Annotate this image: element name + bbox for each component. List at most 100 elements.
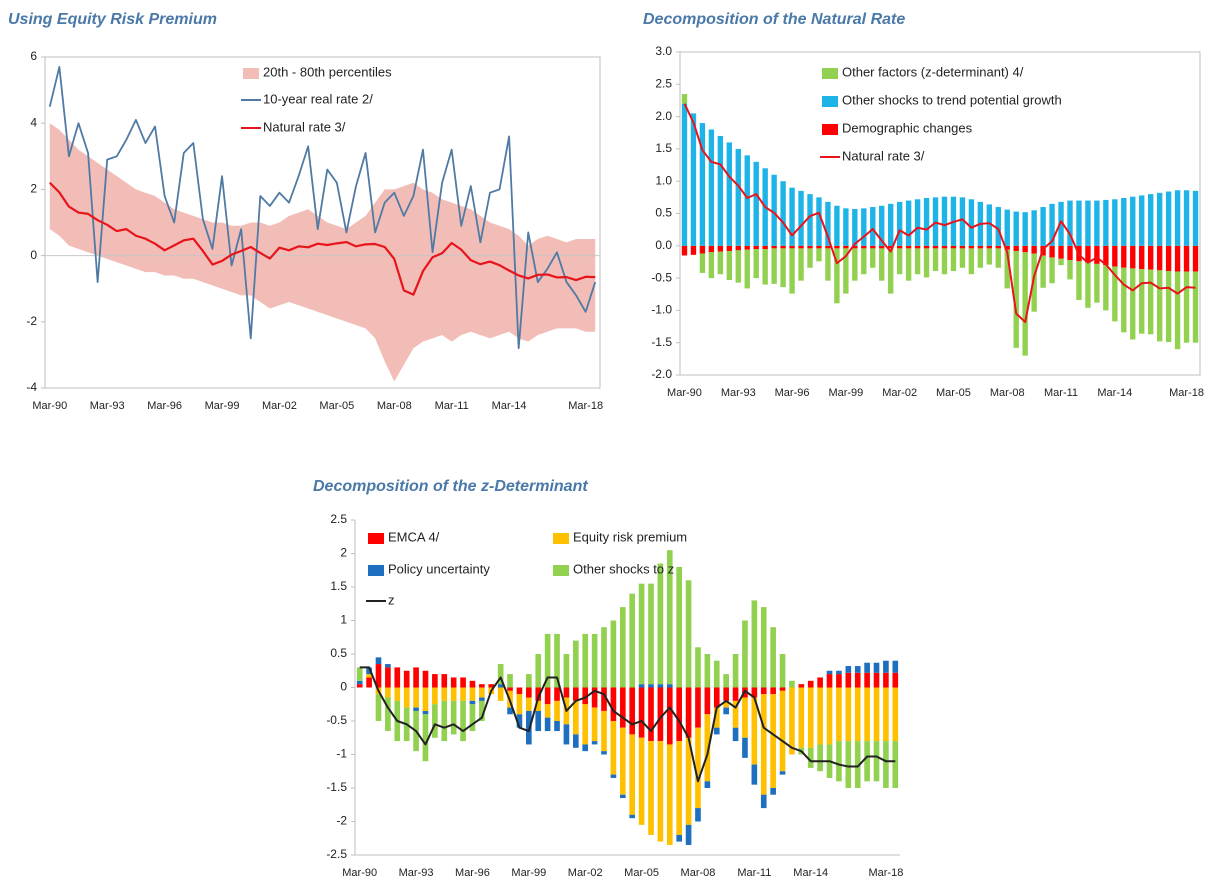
bar — [883, 741, 889, 788]
bar — [582, 704, 589, 745]
bar — [507, 674, 513, 688]
y-tick-label: -2.0 — [651, 367, 672, 381]
bar — [836, 674, 842, 688]
bar — [1031, 210, 1037, 246]
bar — [798, 245, 804, 249]
bar — [1004, 249, 1010, 289]
bar — [845, 672, 852, 688]
bar — [826, 687, 833, 745]
bar — [760, 607, 767, 688]
bar — [708, 245, 715, 253]
bar — [986, 204, 992, 246]
x-tick-label: Mar-08 — [377, 400, 412, 412]
legend-label: 20th - 80th percentiles — [263, 64, 392, 79]
bar — [760, 794, 767, 809]
bar — [413, 667, 419, 688]
x-tick-label: Mar-08 — [990, 387, 1025, 399]
bar — [1058, 201, 1064, 246]
legend-label: 10-year real rate 2/ — [263, 91, 373, 106]
bar — [704, 654, 711, 688]
bar — [852, 208, 858, 246]
bar — [779, 654, 786, 688]
bar — [845, 666, 852, 673]
bar — [732, 687, 739, 701]
bar — [854, 741, 861, 788]
bar — [905, 200, 912, 246]
bar — [932, 248, 939, 271]
bar — [817, 744, 823, 772]
x-tick-label: Mar-99 — [828, 387, 863, 399]
bar — [413, 707, 419, 711]
bar — [666, 684, 673, 688]
bar — [403, 670, 410, 688]
bar — [950, 248, 957, 271]
y-tick-label: -1.5 — [651, 335, 672, 349]
bar — [941, 245, 948, 249]
bar — [356, 680, 363, 685]
bar — [825, 248, 831, 281]
bar — [771, 245, 777, 249]
bar — [751, 687, 758, 698]
bar — [1022, 245, 1028, 253]
x-tick-label: Mar-18 — [568, 400, 603, 412]
bar — [356, 667, 363, 681]
y-tick-label: 6 — [30, 49, 37, 63]
bar — [770, 788, 776, 795]
bar — [864, 662, 870, 673]
bar — [1192, 245, 1199, 272]
bar — [479, 700, 485, 721]
bar — [1165, 270, 1172, 343]
y-tick-label: 2 — [30, 182, 37, 196]
bar — [1183, 190, 1190, 246]
bar — [977, 248, 984, 268]
bar — [450, 677, 457, 688]
bar — [526, 687, 532, 698]
bar — [1183, 245, 1190, 272]
bar — [1013, 250, 1019, 348]
bar — [394, 687, 401, 701]
bar — [1130, 268, 1136, 340]
bar — [563, 654, 570, 688]
x-tick-label: Mar-02 — [568, 867, 603, 879]
bar — [366, 667, 372, 675]
bar — [638, 583, 645, 685]
bar — [744, 155, 750, 246]
bar — [717, 251, 724, 275]
bar — [1192, 271, 1199, 343]
x-tick-label: Mar-05 — [624, 867, 659, 879]
bar — [834, 245, 840, 249]
bar — [760, 694, 767, 795]
bar — [385, 697, 391, 732]
bar — [854, 666, 861, 673]
bar — [732, 654, 739, 688]
bar — [638, 737, 645, 825]
bar — [676, 566, 682, 688]
bar — [751, 600, 758, 688]
bar — [385, 664, 391, 668]
bar — [726, 245, 732, 251]
bar — [742, 737, 748, 758]
bar — [717, 135, 724, 246]
bar — [713, 687, 720, 708]
bar — [896, 201, 903, 246]
bar — [1148, 245, 1154, 270]
x-tick-label: Mar-05 — [936, 387, 971, 399]
bar — [469, 704, 476, 732]
bar — [1156, 192, 1163, 246]
bar — [385, 687, 391, 698]
y-tick-label: 0 — [340, 680, 347, 694]
bar — [356, 684, 363, 688]
bar — [760, 687, 767, 695]
bar — [744, 245, 750, 250]
bar — [986, 245, 992, 249]
bar — [629, 687, 636, 735]
legend-label: Other shocks to trend potential growth — [842, 92, 1062, 107]
bar — [789, 680, 795, 688]
bar — [1192, 190, 1199, 246]
y-tick-label: -1.0 — [651, 303, 672, 317]
bar — [834, 205, 840, 246]
bar — [816, 197, 822, 246]
bar — [582, 744, 589, 752]
y-tick-label: -2.5 — [326, 847, 347, 861]
